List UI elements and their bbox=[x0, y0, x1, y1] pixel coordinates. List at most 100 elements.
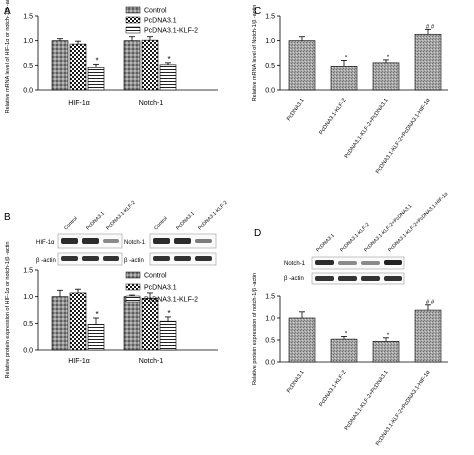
bar bbox=[69, 292, 87, 351]
bar bbox=[141, 39, 159, 91]
western-blot-d: PcDNA3.1 PcDNA3.1-KLF-2 PcDNA3.1-KLF-2+P… bbox=[284, 191, 449, 285]
x-category-label: PcDNA3.1-KLF-2+PcDNA3.1 bbox=[344, 98, 390, 160]
significance-mark: * bbox=[387, 55, 390, 61]
significance-mark: * bbox=[95, 310, 98, 319]
y-tick-label: 1.5 bbox=[265, 14, 275, 21]
y-axis-label: Relative mRNA level of HIF-1α or notch-1… bbox=[5, 0, 11, 113]
bar bbox=[87, 67, 105, 91]
panel-letter-a: A bbox=[4, 6, 11, 17]
blot-d-row-actin: β -actin bbox=[284, 276, 304, 282]
y-tick-label: 0.0 bbox=[265, 360, 275, 367]
significance-mark: * bbox=[387, 333, 390, 339]
legend-swatch bbox=[125, 295, 141, 303]
blot-b-right-col-klf2: PcDNA3.1-KLF-2 bbox=[197, 200, 229, 232]
bar bbox=[372, 62, 400, 91]
band bbox=[103, 256, 119, 261]
western-blot-b-right: Control PcDNA3.1 PcDNA3.1-KLF-2 Notch-1 … bbox=[124, 200, 229, 266]
y-tick-label: 1.5 bbox=[23, 268, 33, 275]
significance-mark: * bbox=[167, 55, 170, 64]
x-category-label: PcDNA3.1-KLF-2+PcDNA3.1 bbox=[344, 370, 390, 432]
panel-letter-d: D bbox=[254, 228, 261, 239]
y-tick-label: 1.0 bbox=[23, 294, 33, 301]
bar bbox=[414, 33, 442, 91]
y-axis-label: Relative protein expression of notch-1/β… bbox=[252, 273, 258, 385]
x-category-label: PcDNA3.1-KLF-2 bbox=[318, 370, 347, 408]
band bbox=[361, 261, 380, 265]
legend-swatch bbox=[125, 26, 141, 34]
chart-d: 0.0 0.5 1.0 1.5 Relative protein expression … bbox=[252, 273, 448, 447]
bar bbox=[123, 296, 141, 351]
band bbox=[384, 260, 402, 265]
y-tick-label: 1.5 bbox=[265, 294, 275, 301]
band bbox=[82, 256, 99, 261]
chart-c: 0.0 0.5 1.0 1.5 Relative mRNA level of Notch… bbox=[252, 5, 448, 175]
bar bbox=[330, 66, 358, 91]
x-category-label: PcDNA3.1-KLF-2 bbox=[318, 98, 347, 136]
y-axis-label: Relative protein expression of HIF-1α or… bbox=[5, 242, 11, 379]
y-tick-label: 0.0 bbox=[23, 88, 33, 95]
significance-mark: # # bbox=[426, 300, 435, 306]
blot-b-right-col-pcdna: PcDNA3.1 bbox=[175, 211, 196, 232]
x-category-label: PcDNA3.1 bbox=[286, 370, 306, 394]
blot-b-right-col-control: Control bbox=[153, 216, 169, 232]
band bbox=[338, 261, 357, 265]
bar bbox=[372, 341, 400, 363]
band bbox=[61, 256, 78, 261]
blot-b-right-row-actin: β -actin bbox=[124, 258, 144, 264]
bar bbox=[51, 296, 69, 351]
significance-mark: * bbox=[167, 309, 170, 318]
significance-mark: * bbox=[345, 55, 348, 61]
significance-mark: * bbox=[345, 331, 348, 337]
bar bbox=[288, 317, 316, 363]
y-tick-label: 0.0 bbox=[265, 88, 275, 95]
x-category-label: Notch-1 bbox=[139, 358, 164, 365]
blot-b-left-col-control: Control bbox=[63, 216, 79, 232]
legend-label: PcDNA3.1 bbox=[144, 18, 177, 25]
bar bbox=[159, 64, 177, 91]
legend-swatch bbox=[125, 271, 141, 279]
blot-d-box-actin bbox=[311, 272, 405, 285]
legend-label: Control bbox=[144, 273, 167, 280]
blot-d-col-1: PcDNA3.1 bbox=[315, 233, 336, 254]
band bbox=[174, 238, 191, 244]
blot-b-left-col-pcdna: PcDNA3.1 bbox=[85, 211, 106, 232]
y-tick-label: 0.5 bbox=[265, 63, 275, 70]
y-tick-label: 0.5 bbox=[23, 321, 33, 328]
band bbox=[82, 238, 99, 244]
chart-a: 0.0 0.5 1.0 1.5 Relative mRNA level of HIF-1… bbox=[5, 0, 218, 113]
legend-swatch bbox=[125, 283, 141, 291]
x-category-label: Notch-1 bbox=[139, 100, 164, 107]
legend-swatch bbox=[125, 6, 141, 14]
legend-label: PcDNA3.1-KLF-2 bbox=[144, 28, 198, 35]
y-tick-label: 0.0 bbox=[23, 348, 33, 355]
y-tick-label: 1.0 bbox=[23, 38, 33, 45]
band bbox=[338, 276, 357, 281]
band bbox=[195, 239, 212, 243]
bar bbox=[330, 338, 358, 363]
band bbox=[195, 256, 212, 261]
blot-b-right-row-notch: Notch-1 bbox=[124, 240, 146, 246]
panel-letter-b: B bbox=[4, 212, 11, 223]
band bbox=[61, 238, 78, 244]
x-category-label: HIF-1α bbox=[68, 358, 90, 365]
blot-d-col-3: PcDNA3.1-KLF-2+PcDNA3.1 bbox=[363, 203, 413, 253]
band bbox=[153, 238, 170, 244]
band bbox=[153, 256, 170, 261]
bar bbox=[288, 40, 316, 91]
x-category-label: PcDNA3.1 bbox=[286, 98, 306, 122]
band bbox=[315, 276, 334, 281]
y-axis-label: Relative mRNA level of Notch-1/β -actin bbox=[252, 5, 258, 102]
band bbox=[361, 276, 380, 281]
band bbox=[384, 276, 402, 281]
bar bbox=[69, 43, 87, 91]
x-category-label: HIF-1α bbox=[68, 100, 90, 107]
bar bbox=[123, 40, 141, 91]
significance-mark: # # bbox=[426, 24, 435, 30]
bar bbox=[141, 297, 159, 351]
band bbox=[174, 256, 191, 261]
bar bbox=[51, 40, 69, 91]
blot-d-row-notch: Notch-1 bbox=[284, 261, 306, 267]
y-tick-label: 0.5 bbox=[23, 63, 33, 70]
bar bbox=[159, 320, 177, 351]
legend-label: Control bbox=[144, 8, 167, 15]
